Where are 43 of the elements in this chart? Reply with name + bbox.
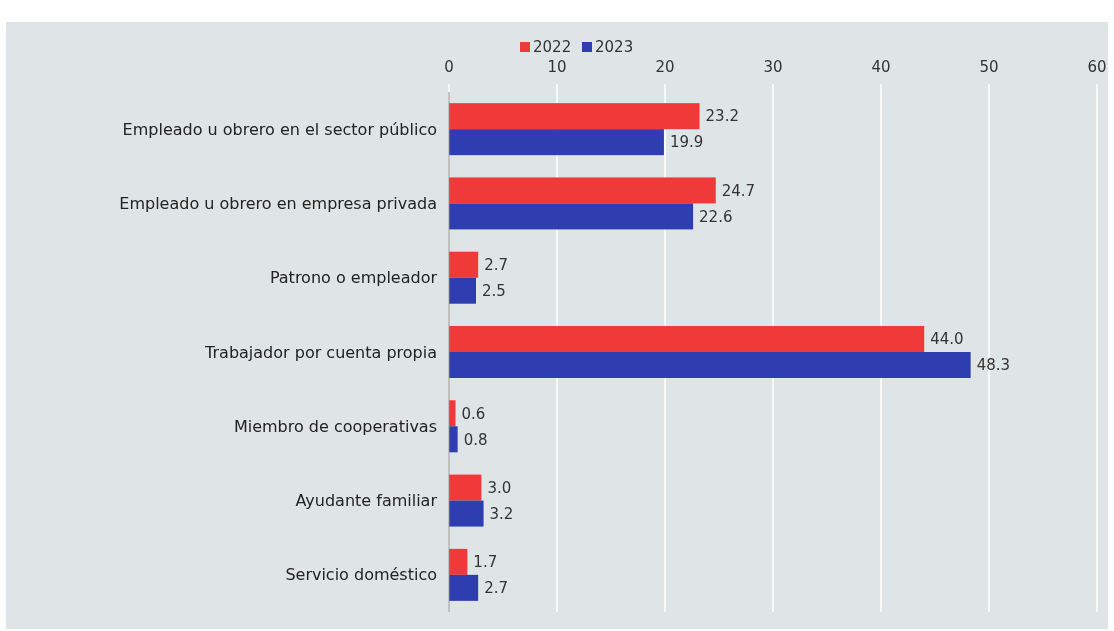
data-label: 2.5 [482, 281, 506, 300]
data-label: 3.0 [487, 478, 512, 497]
bar [449, 474, 482, 501]
data-label: 24.7 [721, 181, 756, 200]
x-tick-label: 50 [979, 58, 999, 76]
data-label: 0.6 [461, 404, 486, 423]
y-tick-label: Patrono o empleador [269, 268, 438, 288]
x-tick-label: 30 [763, 58, 783, 76]
y-tick-label: Miembro de cooperativas [233, 416, 437, 436]
y-tick-label: Empleado u obrero en empresa privada [119, 194, 437, 214]
y-tick-label: Trabajador por cuenta propia [204, 342, 437, 362]
x-tick-label: 20 [655, 58, 675, 76]
bar [449, 277, 476, 304]
data-label: 48.3 [976, 356, 1011, 375]
bar [449, 500, 484, 527]
data-label: 3.2 [489, 504, 514, 523]
y-tick-label: Ayudante familiar [295, 491, 438, 511]
bar [449, 352, 971, 378]
data-label: 22.6 [699, 207, 733, 226]
y-tick-label: Empleado u obrero en el sector público [122, 119, 437, 139]
x-tick-label: 40 [871, 58, 891, 76]
data-label: 0.8 [463, 430, 488, 449]
x-tick-label: 10 [547, 58, 567, 76]
data-label: 44.0 [930, 330, 964, 349]
legend-label: 2023 [595, 38, 634, 57]
bar [449, 103, 700, 130]
bar [449, 426, 458, 453]
bar [449, 548, 468, 575]
x-tick-label: 0 [444, 58, 454, 76]
data-label: 2.7 [484, 579, 509, 598]
x-tick-label: 60 [1087, 58, 1107, 76]
bar [449, 326, 925, 352]
legend-label: 2022 [533, 38, 572, 57]
bar [449, 251, 479, 278]
bar [449, 574, 479, 601]
bar [449, 203, 694, 230]
data-label: 23.2 [705, 107, 739, 126]
y-tick-label: Servicio doméstico [285, 565, 437, 585]
bar [449, 129, 664, 156]
bar [449, 177, 716, 204]
data-label: 19.9 [669, 133, 704, 152]
data-label: 1.7 [473, 553, 498, 572]
data-label: 2.7 [484, 255, 509, 274]
